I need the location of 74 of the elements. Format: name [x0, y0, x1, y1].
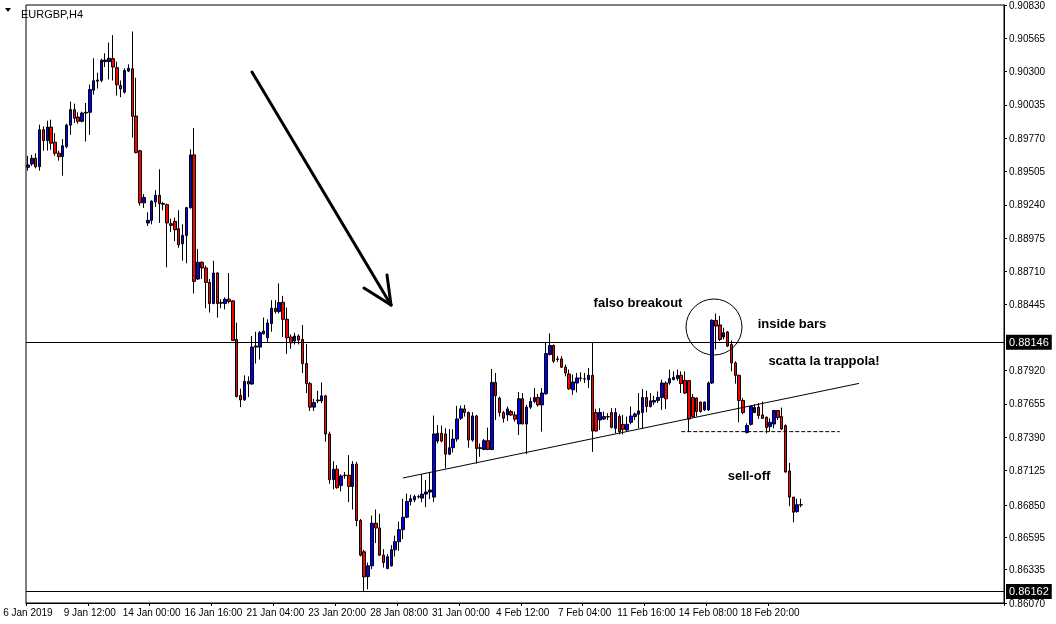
y-tick-label: 0.88445	[1009, 299, 1046, 311]
y-tick-label: 0.89770	[1009, 132, 1046, 144]
candlestick	[672, 370, 675, 381]
candlestick	[506, 406, 509, 422]
candlestick	[335, 464, 339, 490]
candlestick	[30, 154, 34, 167]
chart-title: EURGBP,H4	[21, 7, 84, 20]
candlestick	[772, 409, 776, 429]
candlestick	[158, 168, 161, 224]
candlestick	[695, 396, 698, 418]
candlestick	[614, 407, 617, 434]
candlestick	[204, 265, 208, 309]
candlestick	[475, 414, 478, 465]
candlestick	[610, 407, 613, 429]
y-tick-label: 0.90565	[1009, 32, 1046, 44]
candlestick	[699, 400, 702, 414]
y-tick-label: 0.90300	[1009, 66, 1046, 78]
y-tick-label: 0.88710	[1009, 265, 1046, 277]
candlestick	[517, 391, 521, 436]
candlestick	[165, 203, 169, 268]
x-tick-label: 7 Feb 04:00	[557, 606, 612, 618]
annotation: inside bars	[757, 315, 827, 331]
candlestick	[571, 374, 575, 396]
x-tick-label: 6 Jan 2019	[3, 606, 54, 618]
y-tick-label: 0.86070	[1009, 597, 1046, 609]
y-tick-label: 0.87125	[1009, 464, 1046, 476]
y-tick-label: 0.88975	[1009, 232, 1046, 244]
x-tick-label: 11 Feb 16:00	[617, 606, 676, 618]
candlestick	[583, 372, 586, 384]
annotation: falso breakout	[593, 294, 684, 310]
candlestick	[625, 416, 629, 432]
candlestick	[192, 127, 196, 294]
candlestick	[629, 406, 633, 425]
candlestick	[641, 388, 644, 430]
candlestick	[567, 369, 571, 391]
x-tick-label: 31 Jan 00:00	[431, 606, 491, 618]
candlestick	[38, 124, 41, 172]
candlestick	[575, 372, 579, 393]
y-tick-label: 0.87655	[1009, 398, 1046, 410]
y-tick-label: 0.90830	[1009, 0, 1046, 11]
y-tick-label: 0.86850	[1009, 499, 1046, 511]
candlestick	[652, 395, 656, 406]
y-tick-label: 0.89240	[1009, 199, 1046, 211]
x-tick-label: 14 Jan 00:00	[122, 606, 181, 618]
candlestick	[679, 370, 683, 394]
candlestick	[660, 379, 664, 411]
y-tick-label: 0.90035	[1009, 99, 1046, 111]
x-tick-label: 23 Jan 20:00	[308, 606, 367, 618]
candlestick	[621, 414, 625, 435]
y-tick-label: 0.87920	[1009, 365, 1046, 377]
candlestick	[598, 407, 602, 431]
x-tick-label: 14 Feb 08:00	[678, 606, 739, 618]
candlestick	[757, 402, 760, 420]
candlestick	[649, 392, 652, 409]
ref-line-label: 0.88146	[1009, 336, 1049, 349]
annotation: sell-off	[727, 467, 771, 483]
candlestick	[413, 494, 416, 503]
x-tick-label: 9 Jan 12:00	[63, 606, 117, 618]
candlestick	[123, 67, 126, 95]
x-tick-label: 28 Jan 08:00	[370, 606, 429, 618]
annotation: scatta la trappola!	[768, 352, 880, 368]
y-tick-label: 0.89505	[1009, 165, 1046, 177]
y-tick-label: 0.86595	[1009, 531, 1046, 543]
candlestick	[444, 427, 447, 470]
y-tick-label: 0.87390	[1009, 431, 1046, 443]
candlestick	[46, 120, 49, 152]
candlestick	[637, 392, 640, 429]
x-tick-label: 21 Jan 04:00	[246, 606, 305, 618]
x-tick-label: 4 Feb 12:00	[496, 606, 550, 618]
candlestick	[490, 368, 494, 451]
y-tick-label: 0.86335	[1009, 564, 1046, 576]
x-tick-label: 16 Jan 16:00	[184, 606, 243, 618]
x-tick-label: 18 Feb 20:00	[740, 606, 801, 618]
ref-line-label: 0.86162	[1009, 585, 1049, 598]
